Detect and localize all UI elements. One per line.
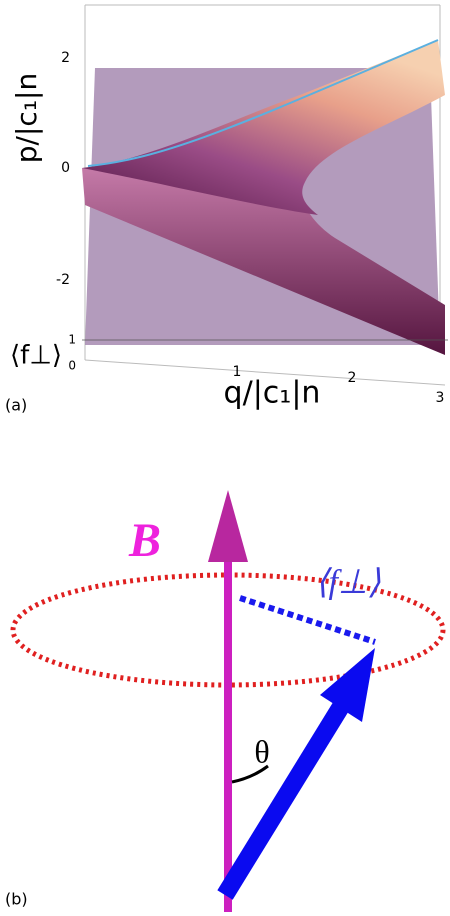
figure: p/|c₁|n 2 0 -2 1 0 ⟨f⊥⟩ 1 2 3 q/|c₁|n (a… (0, 0, 450, 916)
y-axis-label: p/|c₁|n (10, 73, 43, 163)
y-tick: -2 (56, 272, 70, 288)
spin-shaft (225, 700, 345, 895)
angle-label: θ (254, 733, 269, 769)
vector-label: ⟨f⊥⟩ (315, 564, 381, 601)
y-tick: 2 (61, 50, 70, 66)
z-axis-label: ⟨f⊥⟩ (10, 341, 62, 371)
x-tick: 3 (436, 390, 445, 406)
z-tick: 1 (68, 333, 76, 347)
field-head (208, 490, 248, 562)
x-axis-label: q/|c₁|n (224, 376, 321, 411)
x-tick: 2 (348, 370, 357, 386)
z-tick: 0 (68, 359, 76, 373)
panel-label: (a) (5, 396, 27, 415)
panel-label: (b) (5, 890, 28, 909)
projection-line (240, 598, 375, 642)
field-label: B (128, 514, 161, 567)
y-tick: 0 (61, 160, 70, 176)
